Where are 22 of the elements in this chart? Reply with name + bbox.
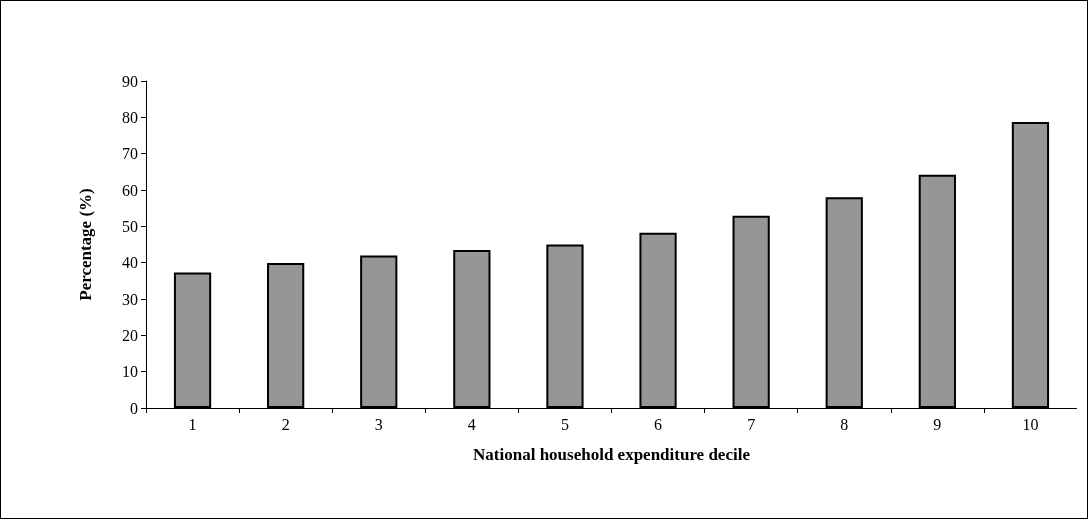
x-tick-label: 5 [560,415,569,433]
x-tick-label: 9 [933,415,942,433]
x-tick-label: 2 [281,415,290,433]
x-tick-label: 6 [654,415,663,433]
x-tick-label: 3 [374,415,383,433]
x-tick-label: 1 [188,415,197,433]
y-tick-label: 70 [122,145,138,163]
y-tick-label: 30 [122,290,138,308]
x-tick-label: 8 [840,415,849,433]
y-tick-label: 0 [130,399,138,417]
x-tick-label: 7 [747,415,756,433]
y-tick-label: 80 [122,108,138,126]
x-tick-label: 4 [467,415,476,433]
y-axis-title: Percentage (%) [76,188,95,301]
y-tick-label: 60 [122,181,138,199]
x-axis-title: National household expenditure decile [473,445,751,464]
y-tick-label: 10 [122,363,138,381]
y-tick-label: 50 [122,217,138,235]
y-tick-label: 40 [122,254,138,272]
y-tick-label: 90 [122,72,138,90]
x-tick-label: 10 [1022,415,1039,433]
y-tick-label: 20 [122,326,138,344]
